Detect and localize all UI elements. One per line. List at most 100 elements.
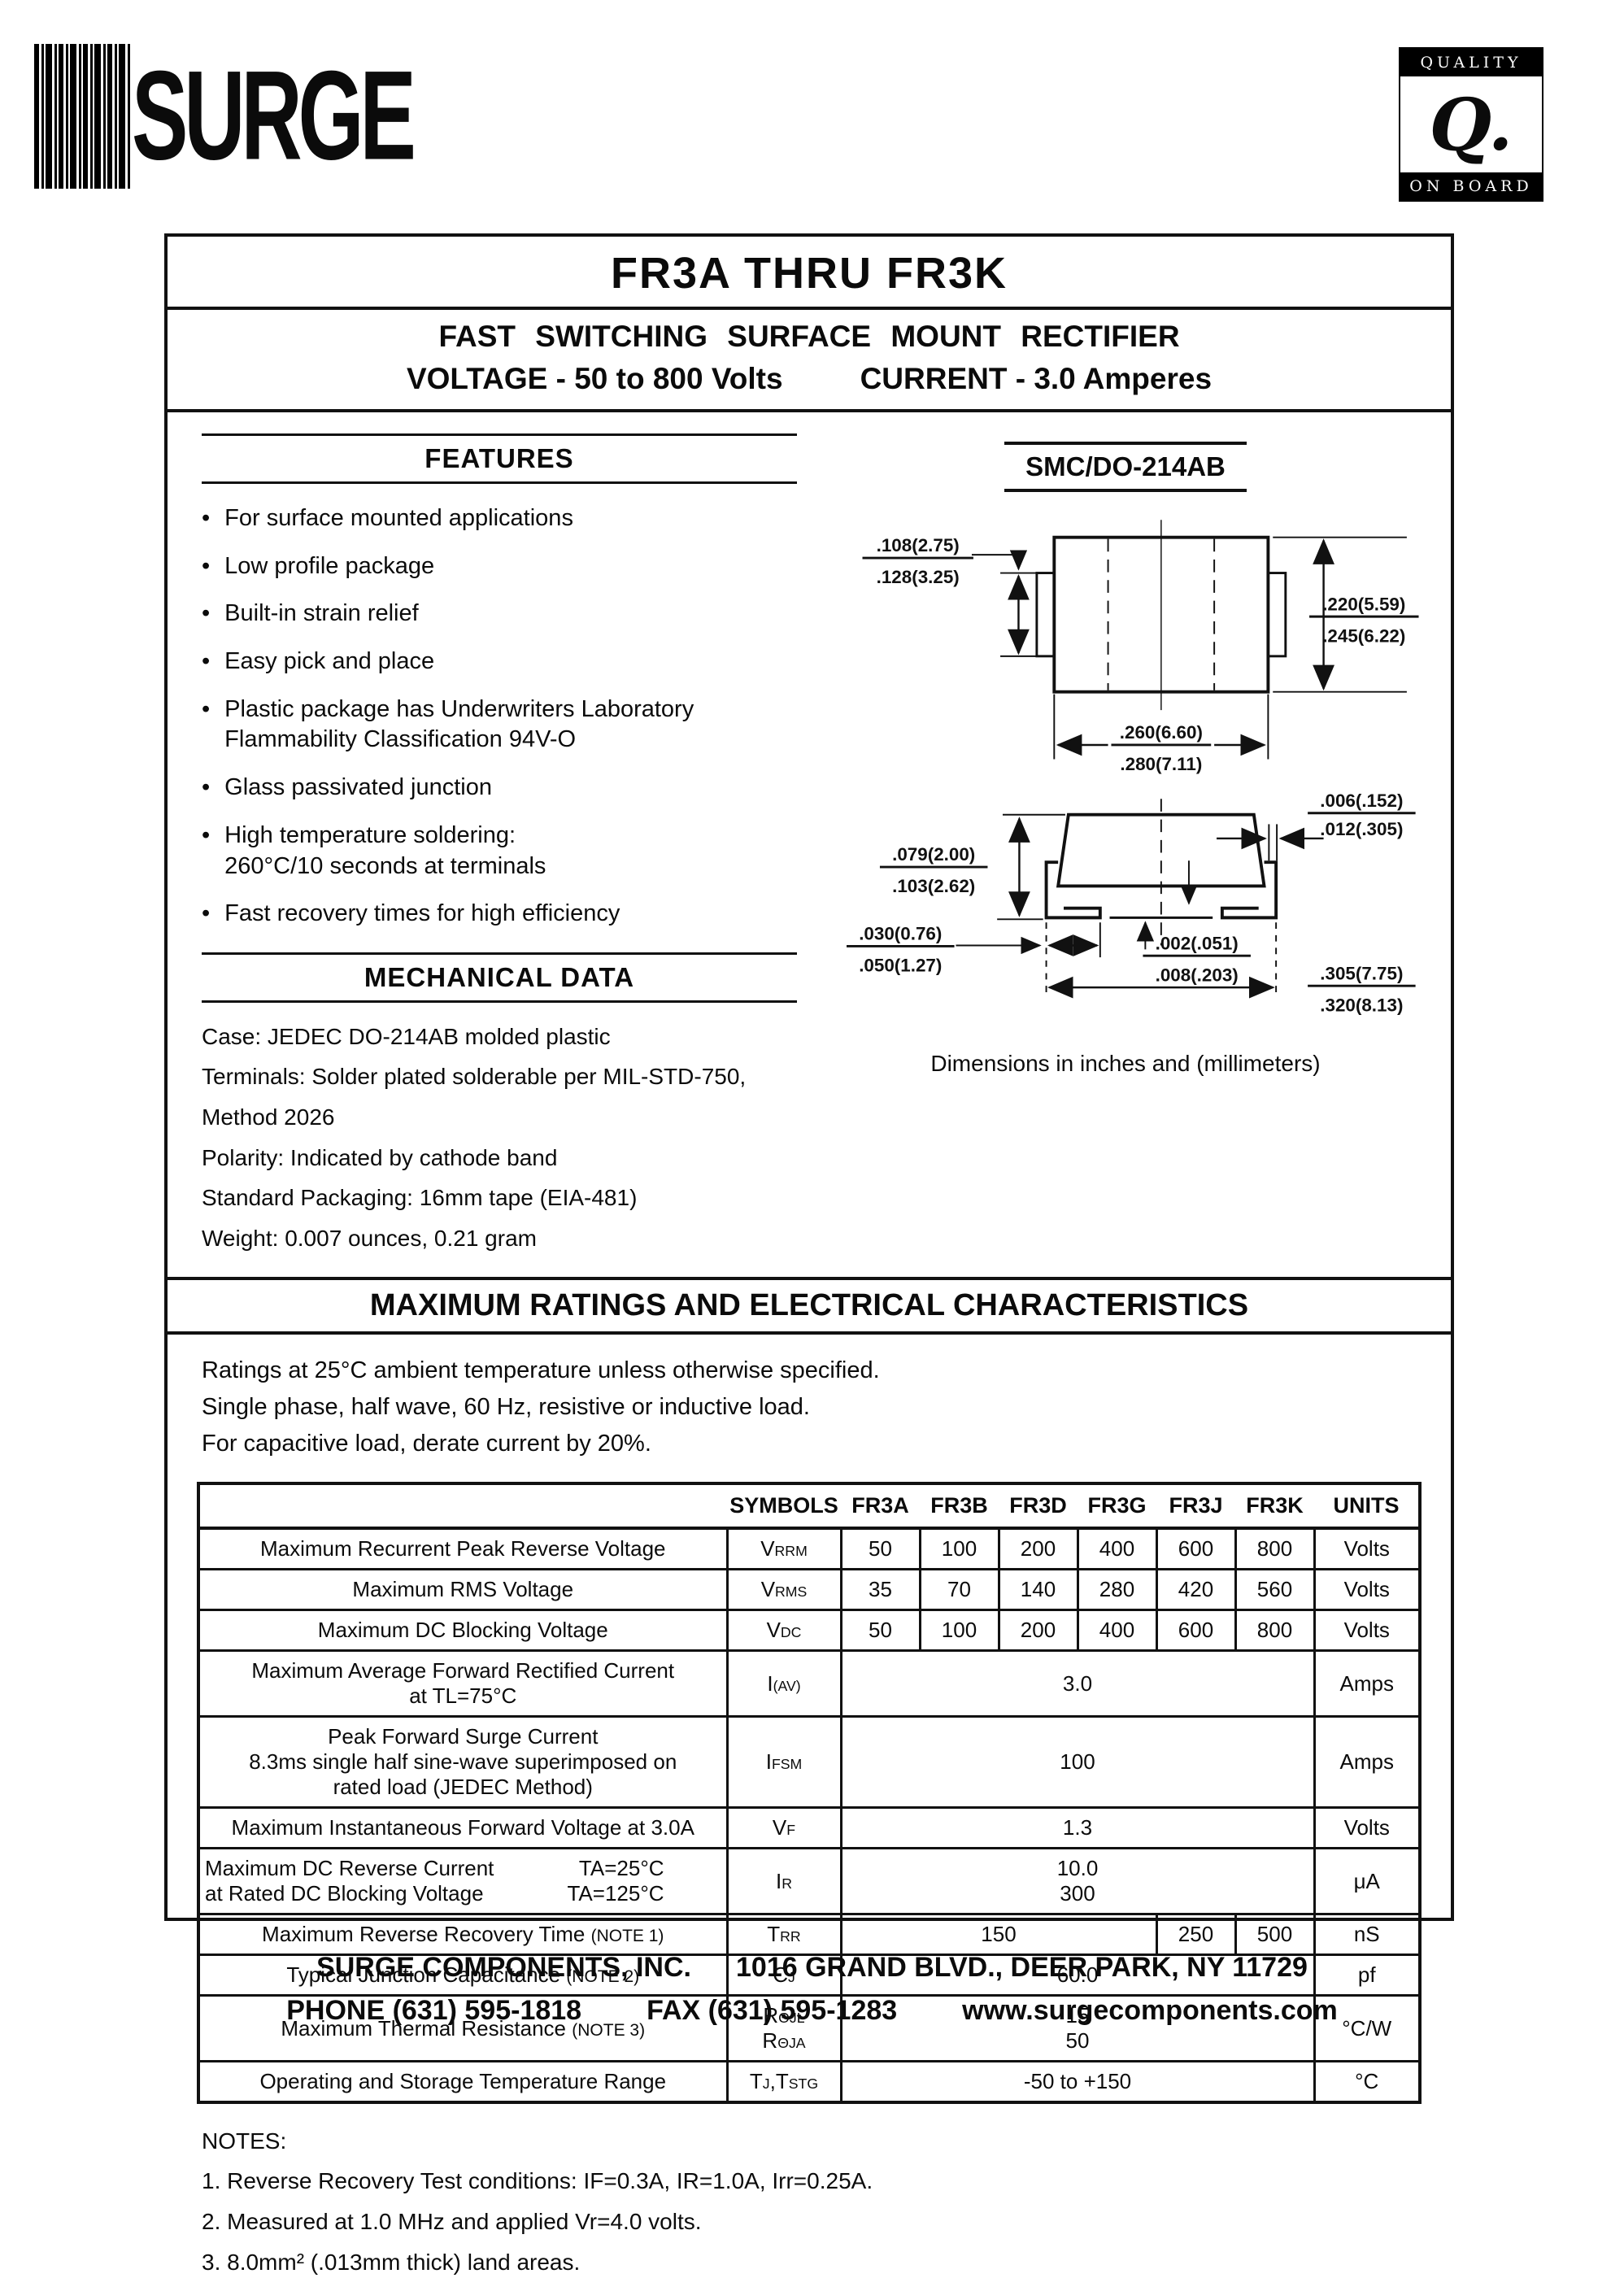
tab-width-min-label: .108(2.75) bbox=[877, 535, 960, 555]
tab-width-max-label: .128(3.25) bbox=[877, 567, 960, 587]
unit-cell: Volts bbox=[1313, 1609, 1422, 1653]
symbol-base: V bbox=[760, 1577, 776, 1602]
website-url: www.surgecomponents.com bbox=[962, 1995, 1338, 2026]
table-header-row: SYMBOLS FR3A FR3B FR3D FR3G FR3J FR3K UN… bbox=[198, 1483, 1420, 1531]
note-item: 3. 8.0mm² (.013mm thick) land areas. bbox=[202, 2249, 581, 2275]
value-cell: 400 bbox=[1076, 1609, 1158, 1653]
feature-text: Plastic package has Underwriters Laborat… bbox=[224, 695, 694, 722]
datasheet-frame: FR3A THRU FR3K FAST SWITCHING SURFACE MO… bbox=[164, 233, 1454, 2275]
symbol-base: I bbox=[776, 1868, 782, 1893]
foot-length-min-label: .030(0.76) bbox=[859, 924, 942, 944]
unit-cell: pf bbox=[1313, 1954, 1422, 1997]
feature-text-line2: 260°C/10 seconds at terminals bbox=[224, 852, 546, 879]
unit-cell: Volts bbox=[1313, 1527, 1422, 1571]
value-cell-span: 10.0 300 bbox=[839, 1847, 1316, 1916]
header-fr3a: FR3A bbox=[841, 1483, 920, 1531]
row-symbol: CJ bbox=[725, 1954, 842, 1997]
standoff-min-label: .002(.051) bbox=[1156, 933, 1239, 953]
symbol-sub: J bbox=[762, 2075, 770, 2093]
value-cell: 560 bbox=[1234, 1568, 1316, 1612]
package-name-heading: SMC/DO-214AB bbox=[1004, 442, 1247, 492]
symbol-line: RΘJA bbox=[734, 2028, 835, 2054]
mechanical-data-heading: MECHANICAL DATA bbox=[202, 952, 797, 1003]
unit-cell: °C/W bbox=[1313, 1994, 1422, 2063]
unit-cell: μA bbox=[1313, 1847, 1422, 1916]
label-text: at Rated DC Blocking Voltage bbox=[205, 1881, 484, 1906]
value-cell-span: 15 50 bbox=[839, 1994, 1316, 2063]
feature-item: • Built-in strain relief bbox=[202, 599, 797, 629]
label-line: rated load (JEDEC Method) bbox=[333, 1775, 593, 1800]
row-symbol: IFSM bbox=[725, 1715, 842, 1810]
body-width-max-label: .280(7.11) bbox=[1120, 754, 1202, 774]
value-cell: 100 bbox=[918, 1527, 1000, 1571]
company-name: SURGE COMPONENTS, INC. bbox=[316, 1952, 691, 1983]
value-cell-span: -50 to +150 bbox=[839, 2060, 1316, 2104]
mechanical-data-lines: Case: JEDEC DO-214AB molded plastic Term… bbox=[202, 1021, 797, 1256]
label-text: Maximum DC Reverse Current bbox=[205, 1856, 494, 1881]
value-cell: 600 bbox=[1155, 1527, 1237, 1571]
row-label: Typical Junction Capacitance (NOTE 2) bbox=[197, 1954, 729, 1997]
value-cell: 50 bbox=[839, 1527, 921, 1571]
package-drawing-column: SMC/DO-214AB bbox=[816, 433, 1435, 1262]
symbol-base: V bbox=[772, 1815, 787, 1840]
bullet-icon: • bbox=[202, 821, 211, 848]
symbol-base: ,T bbox=[769, 2069, 789, 2094]
row-label: Operating and Storage Temperature Range bbox=[197, 2060, 729, 2104]
body-height-min-label: .220(5.59) bbox=[1322, 594, 1405, 614]
row-symbol: VDC bbox=[725, 1609, 842, 1653]
symbol-sub: J bbox=[787, 1969, 795, 1986]
row-label: Maximum Average Forward Rectified Curren… bbox=[197, 1649, 729, 1718]
value-cell: 420 bbox=[1155, 1568, 1237, 1612]
notes-section: NOTES: 1. Reverse Recovery Test conditio… bbox=[202, 2128, 1417, 2277]
header-fr3d: FR3D bbox=[999, 1483, 1078, 1531]
symbol-sub: ΘJL bbox=[778, 2010, 805, 2027]
lead-thickness-max-label: .012(.305) bbox=[1320, 819, 1403, 839]
unit-cell: nS bbox=[1313, 1913, 1422, 1957]
header-fr3j: FR3J bbox=[1156, 1483, 1235, 1531]
feature-item: • Plastic package has Underwriters Labora… bbox=[202, 695, 797, 756]
value-cell-span: 150 bbox=[839, 1913, 1158, 1957]
value-cell-span: 100 bbox=[839, 1715, 1316, 1810]
badge-bottom-label: ON BOARD bbox=[1400, 172, 1542, 200]
subtitle-block: FAST SWITCHING SURFACE MOUNT RECTIFIER V… bbox=[168, 310, 1451, 412]
mech-line-packaging: Standard Packaging: 16mm tape (EIA-481) bbox=[202, 1185, 638, 1211]
table-row-ir: Maximum DC Reverse Current TA=25°C at Rat… bbox=[197, 1847, 1422, 1916]
value-cell: 600 bbox=[1155, 1609, 1237, 1653]
row-symbol: VF bbox=[725, 1806, 842, 1850]
feature-text: Fast recovery times for high efficiency bbox=[224, 900, 620, 927]
table-row-trr: Maximum Reverse Recovery Time (NOTE 1) T… bbox=[197, 1913, 1422, 1957]
symbol-sub: DC bbox=[780, 1624, 802, 1641]
header-symbols: SYMBOLS bbox=[727, 1483, 841, 1531]
row-symbol: IR bbox=[725, 1847, 842, 1916]
table-row-vrms: Maximum RMS Voltage VRMS 35 70 140 280 4… bbox=[197, 1568, 1422, 1612]
value-cell: 400 bbox=[1076, 1527, 1158, 1571]
condition-text: TA=125°C bbox=[567, 1881, 664, 1906]
feature-item: • High temperature soldering: 260°C/10 sec… bbox=[202, 821, 797, 882]
unit-cell: Amps bbox=[1313, 1715, 1422, 1810]
row-label: Maximum DC Reverse Current TA=25°C at Rat… bbox=[197, 1847, 729, 1916]
ratings-table: SYMBOLS FR3A FR3B FR3D FR3G FR3J FR3K UN… bbox=[197, 1482, 1422, 2105]
value-cell: 100 bbox=[918, 1609, 1000, 1653]
note-ref: (NOTE 1) bbox=[590, 1927, 664, 1946]
overall-width-max-label: .320(8.13) bbox=[1320, 995, 1403, 1015]
value-cell: 35 bbox=[839, 1568, 921, 1612]
symbol-base: V bbox=[760, 1536, 775, 1561]
row-symbol: VRRM bbox=[725, 1527, 842, 1571]
body-width-min-label: .260(6.60) bbox=[1120, 722, 1203, 743]
part-range-title: FR3A THRU FR3K bbox=[168, 237, 1451, 310]
ratings-conditions: Ratings at 25°C ambient temperature unle… bbox=[202, 1352, 1417, 1462]
symbol-base: T bbox=[749, 2069, 763, 2094]
value-line: 15 bbox=[1065, 2003, 1090, 2028]
symbol-base: V bbox=[766, 1618, 781, 1643]
note-item: 2. Measured at 1.0 MHz and applied Vr=4.… bbox=[202, 2209, 702, 2235]
symbol-base: R bbox=[763, 2003, 779, 2028]
table-row-cj: Typical Junction Capacitance (NOTE 2) CJ… bbox=[197, 1954, 1422, 1997]
features-heading: FEATURES bbox=[202, 433, 797, 484]
quality-on-board-badge: QUALITY Q. ON BOARD bbox=[1399, 47, 1543, 202]
row-label: Maximum Thermal Resistance (NOTE 3) bbox=[197, 1994, 729, 2063]
value-cell-span: 1.3 bbox=[839, 1806, 1316, 1850]
current-rating: CURRENT - 3.0 Amperes bbox=[860, 362, 1213, 395]
symbol-sub: STG bbox=[788, 2075, 819, 2093]
symbol-sub: F bbox=[786, 1822, 796, 1839]
feature-item: • Glass passivated junction bbox=[202, 773, 797, 804]
